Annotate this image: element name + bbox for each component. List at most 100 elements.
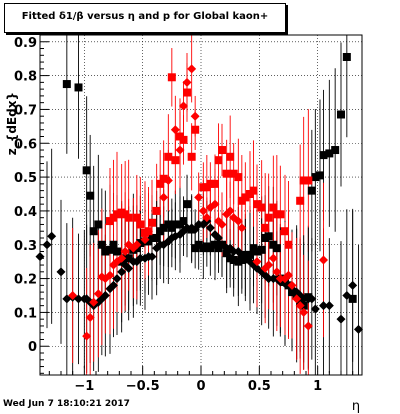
point-s2-71 (342, 290, 352, 300)
point-s3-11 (120, 247, 130, 257)
point-s2-34 (182, 223, 192, 233)
point-s3-35 (233, 216, 243, 226)
point-s3-23 (187, 64, 197, 74)
point-s1-43 (281, 227, 289, 236)
point-s3-3 (89, 297, 99, 307)
point-s3-40 (268, 253, 278, 263)
point-s0-61 (311, 173, 320, 182)
point-s0-38 (222, 249, 231, 258)
point-s0-46 (253, 247, 261, 256)
point-s0-13 (124, 254, 133, 263)
y-tick-label-1: 0.1 (14, 306, 37, 321)
y-tick-label-7: 0.7 (14, 103, 37, 118)
point-s2-40 (205, 223, 215, 233)
y-tick-label-5: 0.5 (14, 171, 37, 186)
point-s0-9 (109, 240, 118, 249)
point-s0-4 (89, 227, 98, 236)
point-s0-40 (229, 255, 238, 264)
point-s2-6 (74, 294, 83, 304)
point-s3-37 (252, 257, 262, 267)
point-s0-66 (337, 110, 345, 119)
point-s0-5 (94, 220, 103, 229)
point-s0-8 (106, 245, 114, 254)
point-s1-13 (159, 174, 168, 183)
series-1 (106, 73, 313, 249)
point-s1-39 (264, 213, 273, 222)
point-s0-47 (257, 245, 266, 254)
point-s1-21 (191, 125, 200, 134)
point-s2-55 (264, 274, 274, 284)
point-s3-25 (194, 192, 204, 202)
point-s2-2 (47, 231, 57, 241)
y-tick-label-6: 0.6 (14, 137, 37, 152)
point-s1-35 (249, 186, 258, 195)
point-s1-31 (234, 173, 243, 182)
point-s3-0 (68, 290, 78, 300)
point-s3-22 (182, 77, 192, 87)
point-s2-22 (135, 253, 145, 263)
point-s3-44 (284, 270, 293, 280)
point-s0-1 (74, 83, 83, 92)
point-s1-25 (211, 179, 219, 188)
point-s3-18 (163, 175, 173, 185)
point-s3-36 (237, 223, 247, 233)
point-s3-50 (319, 255, 328, 265)
x-tick-label-0: −1 (74, 379, 94, 394)
y-tick-label-4: 0.4 (14, 205, 37, 220)
point-s3-46 (292, 294, 302, 304)
point-s0-49 (264, 232, 273, 241)
point-s3-42 (275, 274, 285, 284)
point-s0-68 (348, 294, 357, 303)
point-s2-67 (310, 304, 320, 314)
point-s0-60 (307, 186, 316, 195)
point-s3-48 (299, 307, 309, 317)
point-s0-2 (82, 166, 91, 175)
point-s1-40 (269, 203, 278, 212)
point-s1-30 (229, 169, 238, 178)
y-tick-label-3: 0.3 (14, 239, 37, 254)
point-s3-19 (170, 125, 180, 135)
point-s2-70 (336, 314, 346, 324)
point-s2-64 (299, 294, 309, 304)
point-s3-47 (295, 301, 305, 311)
point-s1-12 (156, 179, 165, 188)
point-s1-18 (179, 135, 188, 144)
point-s1-47 (304, 176, 313, 185)
y-tick-label-8: 0.8 (14, 70, 37, 85)
point-s3-31 (217, 219, 227, 229)
point-s2-25 (147, 252, 157, 262)
point-s1-2 (113, 210, 121, 219)
point-s2-42 (214, 233, 223, 243)
point-s1-28 (222, 169, 231, 178)
point-s1-27 (218, 146, 226, 155)
point-s3-4 (93, 289, 103, 299)
point-s2-68 (319, 301, 328, 311)
point-s0-25 (171, 220, 180, 229)
y-axis-label: z_{dEdx} (5, 92, 20, 155)
point-s1-46 (299, 176, 308, 185)
point-s3-20 (175, 145, 185, 155)
point-s3-16 (144, 226, 153, 236)
point-s0-51 (272, 244, 281, 253)
point-s3-33 (225, 206, 235, 216)
point-s2-73 (354, 324, 363, 334)
point-s1-16 (171, 156, 180, 165)
x-axis-label: η (352, 399, 360, 414)
point-s3-15 (140, 235, 150, 245)
point-s0-62 (316, 171, 324, 180)
point-s2-17 (117, 267, 127, 277)
point-s0-65 (331, 146, 340, 155)
point-s0-64 (325, 149, 334, 158)
point-s0-27 (179, 217, 188, 226)
point-s0-31 (194, 240, 203, 249)
point-s0-19 (148, 233, 156, 242)
point-s2-18 (120, 260, 130, 270)
point-s0-63 (319, 151, 328, 160)
point-s2-15 (109, 280, 118, 290)
point-s2-13 (100, 290, 110, 300)
point-s2-46 (229, 247, 239, 257)
point-s3-49 (303, 321, 313, 331)
point-s1-19 (183, 88, 191, 97)
x-tick-label-4: 1 (313, 379, 322, 394)
